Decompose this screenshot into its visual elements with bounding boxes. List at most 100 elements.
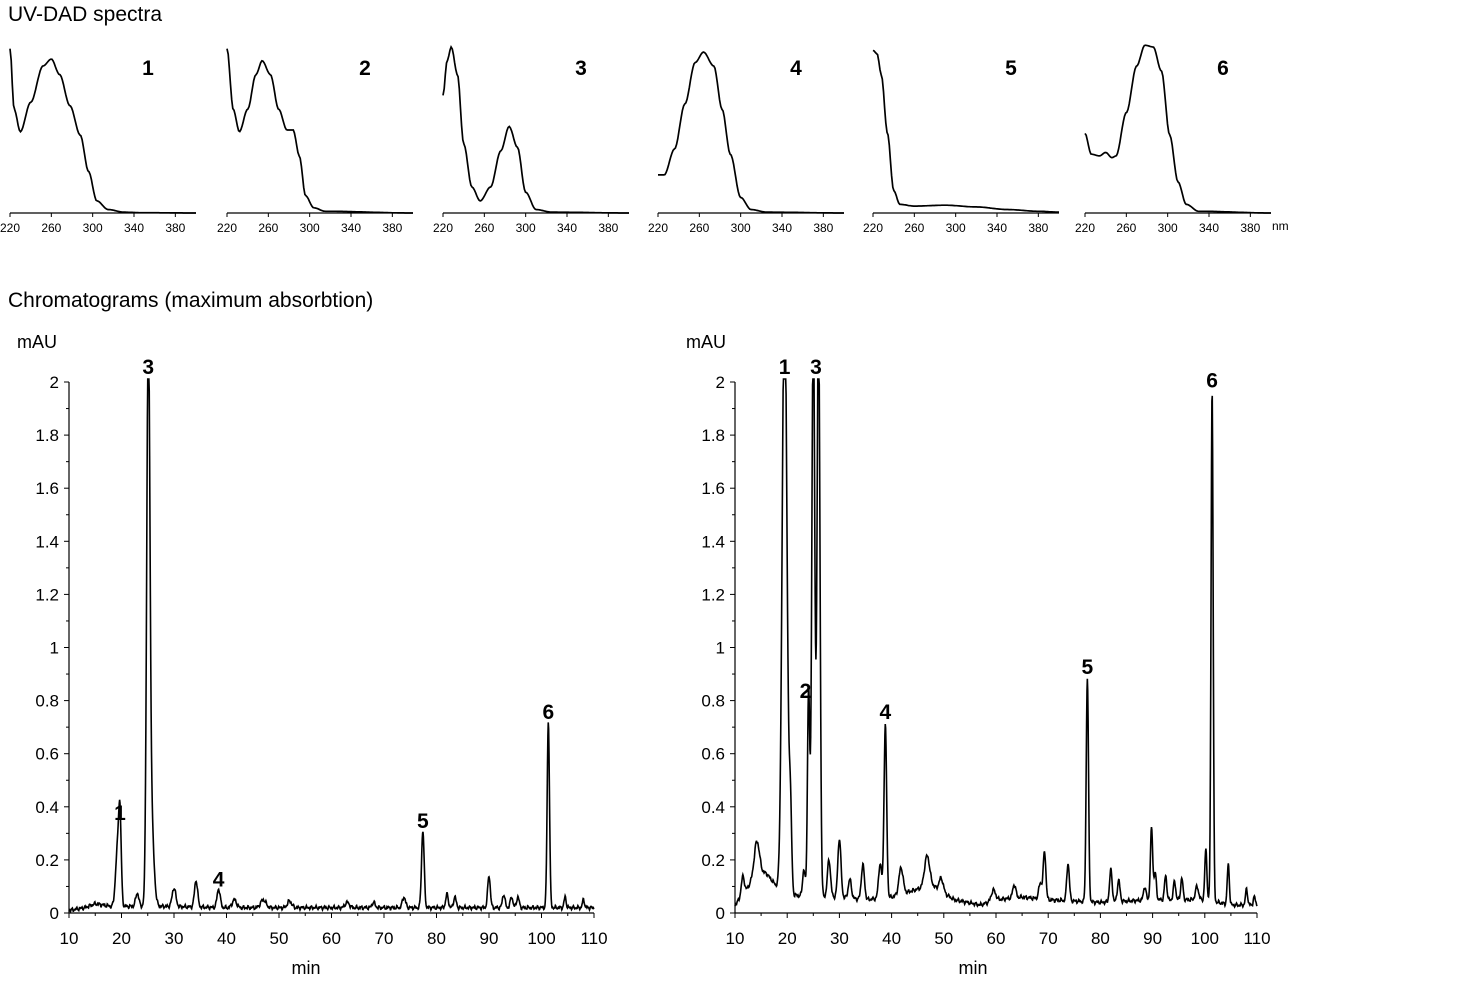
spectrum-tick-label: 340: [1199, 221, 1219, 235]
peak-label-3: 3: [810, 356, 822, 379]
spectrum-tick-label: 300: [516, 221, 536, 235]
y-tick-label: 1.2: [35, 585, 59, 604]
spectrum-label-2: 2: [359, 57, 371, 80]
x-tick-label: 90: [480, 929, 499, 948]
spectrum-tick-label: 300: [1158, 221, 1178, 235]
chromatogram-1: 0 0.2 0.4 0.6 0.8 1 1.2 1.4 1.6 1.8 2 10 20 30 40 50 60 7…: [35, 356, 607, 948]
peak-label-6: 6: [542, 701, 554, 724]
x-tick-label: 110: [580, 929, 607, 948]
x-tick-label: 20: [112, 929, 131, 948]
spectrum-panel-3: 220 260 300 340 380 3: [433, 45, 629, 235]
x-tick-label: 30: [165, 929, 184, 948]
spectra-panels: 220 260 300 340 380 1 220 260 300 340 380 2 220 260 30…: [0, 44, 1271, 235]
y-tick-label: 1.6: [35, 479, 59, 498]
spectrum-tick-label: 340: [341, 221, 361, 235]
spectrum-panel-2: 220 260 300 340 380 2: [217, 48, 413, 235]
chromatograms-section-title: Chromatograms (maximum absorbtion): [8, 289, 373, 312]
x-tick-label: 110: [1243, 929, 1270, 948]
spectrum-panel-5: 220 260 300 340 380 5: [863, 49, 1059, 235]
chart2-x-axis-label: min: [958, 958, 987, 978]
chromatogram-trace: [68, 378, 595, 914]
x-tick-label: 60: [322, 929, 341, 948]
y-tick-label: 0: [50, 904, 59, 923]
peak-label-3: 3: [142, 356, 154, 379]
spectrum-curve-4: [658, 51, 844, 214]
peak-label-4: 4: [213, 868, 225, 891]
spectrum-panel-6: 220 260 300 340 380 6: [1075, 44, 1271, 235]
peak-label-4: 4: [879, 701, 891, 724]
spectrum-label-3: 3: [575, 57, 587, 80]
spectrum-tick-label: 260: [1116, 221, 1136, 235]
y-tick-label: 2: [50, 373, 59, 392]
spectrum-tick-label: 380: [598, 221, 618, 235]
x-tick-label: 80: [427, 929, 446, 948]
y-tick-label: 0.2: [35, 851, 59, 870]
spectrum-label-6: 6: [1217, 57, 1229, 80]
spectrum-tick-label: 220: [863, 221, 883, 235]
y-tick-label: 2: [716, 373, 725, 392]
x-tick-label: 10: [726, 929, 745, 948]
spectrum-tick-label: 300: [946, 221, 966, 235]
spectrum-tick-label: 380: [1240, 221, 1260, 235]
spectrum-tick-label: 300: [300, 221, 320, 235]
spectrum-curve-5: [872, 49, 1059, 213]
peak-label-1: 1: [114, 802, 126, 825]
spectrum-tick-label: 220: [1075, 221, 1095, 235]
spectra-x-unit: nm: [1272, 219, 1289, 233]
x-tick-label: 100: [1191, 929, 1219, 948]
y-tick-label: 1.8: [35, 426, 59, 445]
x-tick-label: 60: [987, 929, 1006, 948]
y-tick-label: 1.4: [35, 532, 59, 551]
y-tick-label: 0.4: [701, 798, 725, 817]
spectrum-label-1: 1: [142, 57, 154, 80]
spectrum-curve-3: [442, 45, 629, 214]
x-tick-label: 70: [375, 929, 394, 948]
x-tick-label: 10: [60, 929, 79, 948]
spectrum-curve-6: [1084, 44, 1271, 214]
spectrum-tick-label: 340: [124, 221, 144, 235]
y-tick-label: 0: [716, 904, 725, 923]
x-tick-label: 100: [527, 929, 555, 948]
chromatogram-trace: [734, 378, 1258, 909]
y-tick-label: 0.6: [701, 745, 725, 764]
spectrum-tick-label: 340: [772, 221, 792, 235]
spectrum-curve-2: [226, 48, 413, 214]
chromatogram-2: 0 0.2 0.4 0.6 0.8 1 1.2 1.4 1.6 1.8 2 10 20 30 40 50 60 7…: [701, 356, 1270, 948]
peak-label-1: 1: [779, 356, 791, 379]
spectrum-tick-label: 220: [433, 221, 453, 235]
peak-label-5: 5: [417, 810, 429, 833]
peak-label-6: 6: [1206, 369, 1218, 392]
spectrum-tick-label: 380: [813, 221, 833, 235]
y-tick-label: 1.2: [701, 585, 725, 604]
spectrum-tick-label: 260: [258, 221, 278, 235]
spectrum-tick-label: 300: [731, 221, 751, 235]
spectrum-tick-label: 340: [557, 221, 577, 235]
spectrum-tick-label: 340: [987, 221, 1007, 235]
peak-label-5: 5: [1082, 656, 1094, 679]
chart1-y-axis-label: mAU: [17, 332, 57, 352]
y-tick-label: 0.2: [701, 851, 725, 870]
x-tick-label: 80: [1091, 929, 1110, 948]
spectrum-curve-1: [9, 48, 196, 214]
spectrum-label-5: 5: [1005, 57, 1017, 80]
peak-label-2: 2: [800, 680, 812, 703]
spectrum-tick-label: 260: [904, 221, 924, 235]
x-tick-label: 20: [778, 929, 797, 948]
x-tick-label: 40: [882, 929, 901, 948]
y-tick-label: 0.8: [35, 692, 59, 711]
y-tick-label: 0.6: [35, 745, 59, 764]
spectrum-tick-label: 220: [648, 221, 668, 235]
spectrum-tick-label: 260: [689, 221, 709, 235]
x-tick-label: 90: [1143, 929, 1162, 948]
chart1-x-axis-label: min: [291, 958, 320, 978]
y-tick-label: 1: [50, 639, 59, 658]
x-tick-label: 40: [217, 929, 236, 948]
y-tick-label: 1.4: [701, 532, 725, 551]
spectrum-tick-label: 260: [41, 221, 61, 235]
y-tick-label: 1.8: [701, 426, 725, 445]
spectra-section-title: UV-DAD spectra: [8, 3, 162, 26]
spectrum-tick-label: 300: [83, 221, 103, 235]
spectrum-tick-label: 380: [382, 221, 402, 235]
